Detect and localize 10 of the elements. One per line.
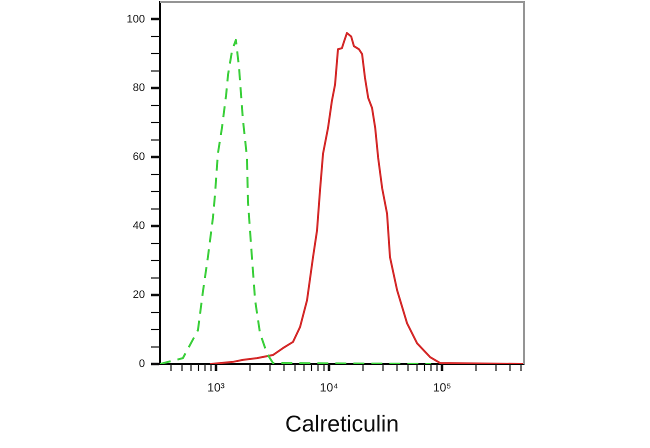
x-axis-title: Calreticulin <box>285 410 399 437</box>
y-tick-label: 20 <box>132 289 145 302</box>
y-tick-label: 40 <box>132 220 145 232</box>
y-tick-label: 100 <box>126 13 145 26</box>
y-tick-label: 80 <box>132 82 145 94</box>
x-tick-label: 10⁵ <box>432 380 452 395</box>
y-tick-label: 60 <box>132 151 145 164</box>
y-tick-label: 0 <box>138 358 145 370</box>
x-tick-label: 10³ <box>207 380 225 395</box>
x-tick-label: 10⁴ <box>320 380 338 395</box>
